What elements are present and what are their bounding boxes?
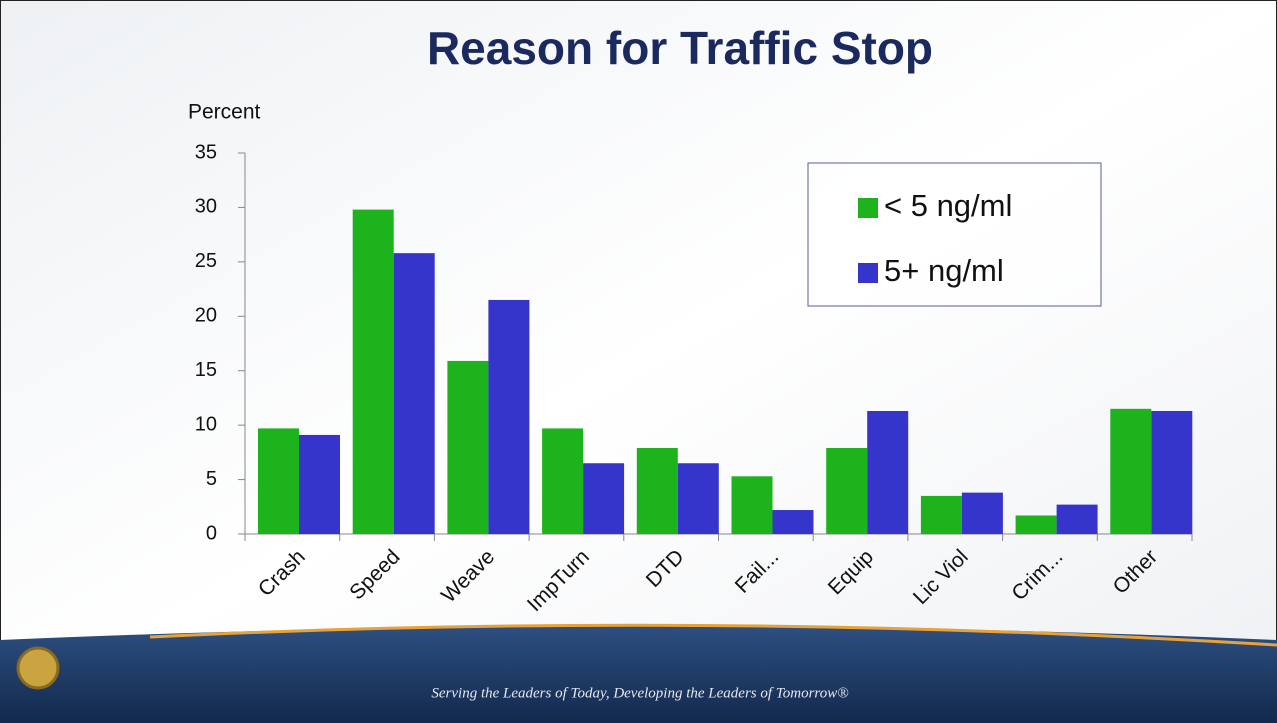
bar bbox=[583, 463, 625, 534]
bar bbox=[826, 448, 868, 534]
bar bbox=[1110, 408, 1152, 534]
legend-box bbox=[807, 162, 1102, 307]
footer-tagline: Serving the Leaders of Today, Developing… bbox=[431, 685, 848, 701]
footer-band bbox=[0, 626, 1277, 723]
bar bbox=[1015, 515, 1057, 534]
bar bbox=[920, 495, 962, 534]
bar bbox=[258, 428, 299, 534]
legend-swatch bbox=[858, 198, 878, 218]
bar bbox=[1151, 410, 1193, 534]
chart-title: Reason for Traffic Stop bbox=[427, 22, 933, 74]
bar bbox=[731, 476, 773, 534]
y-tick-label: 20 bbox=[195, 305, 217, 327]
footer-accent bbox=[149, 623, 1277, 647]
bar bbox=[352, 209, 394, 534]
y-tick-label: 25 bbox=[195, 250, 217, 272]
bar bbox=[393, 253, 435, 535]
y-tick-label: 5 bbox=[206, 468, 217, 490]
y-tick-label: 30 bbox=[195, 196, 217, 218]
bar bbox=[1056, 504, 1098, 534]
y-tick-label: 15 bbox=[195, 359, 217, 381]
bar bbox=[961, 492, 1003, 534]
bar bbox=[636, 448, 678, 534]
y-tick-label: 35 bbox=[195, 141, 217, 163]
bar bbox=[867, 410, 909, 534]
bar bbox=[299, 434, 340, 534]
bar bbox=[677, 463, 719, 534]
bar bbox=[772, 510, 814, 534]
y-axis-label: Percent bbox=[188, 101, 261, 124]
bar bbox=[542, 428, 584, 534]
legend-swatch bbox=[858, 263, 878, 283]
y-tick-label: 0 bbox=[206, 522, 217, 544]
legend-label: 5+ ng/ml bbox=[884, 253, 1004, 288]
bar bbox=[488, 299, 530, 534]
y-tick-label: 10 bbox=[195, 413, 217, 435]
logo bbox=[16, 646, 60, 690]
legend-label: < 5 ng/ml bbox=[884, 188, 1012, 223]
bar bbox=[447, 360, 489, 534]
